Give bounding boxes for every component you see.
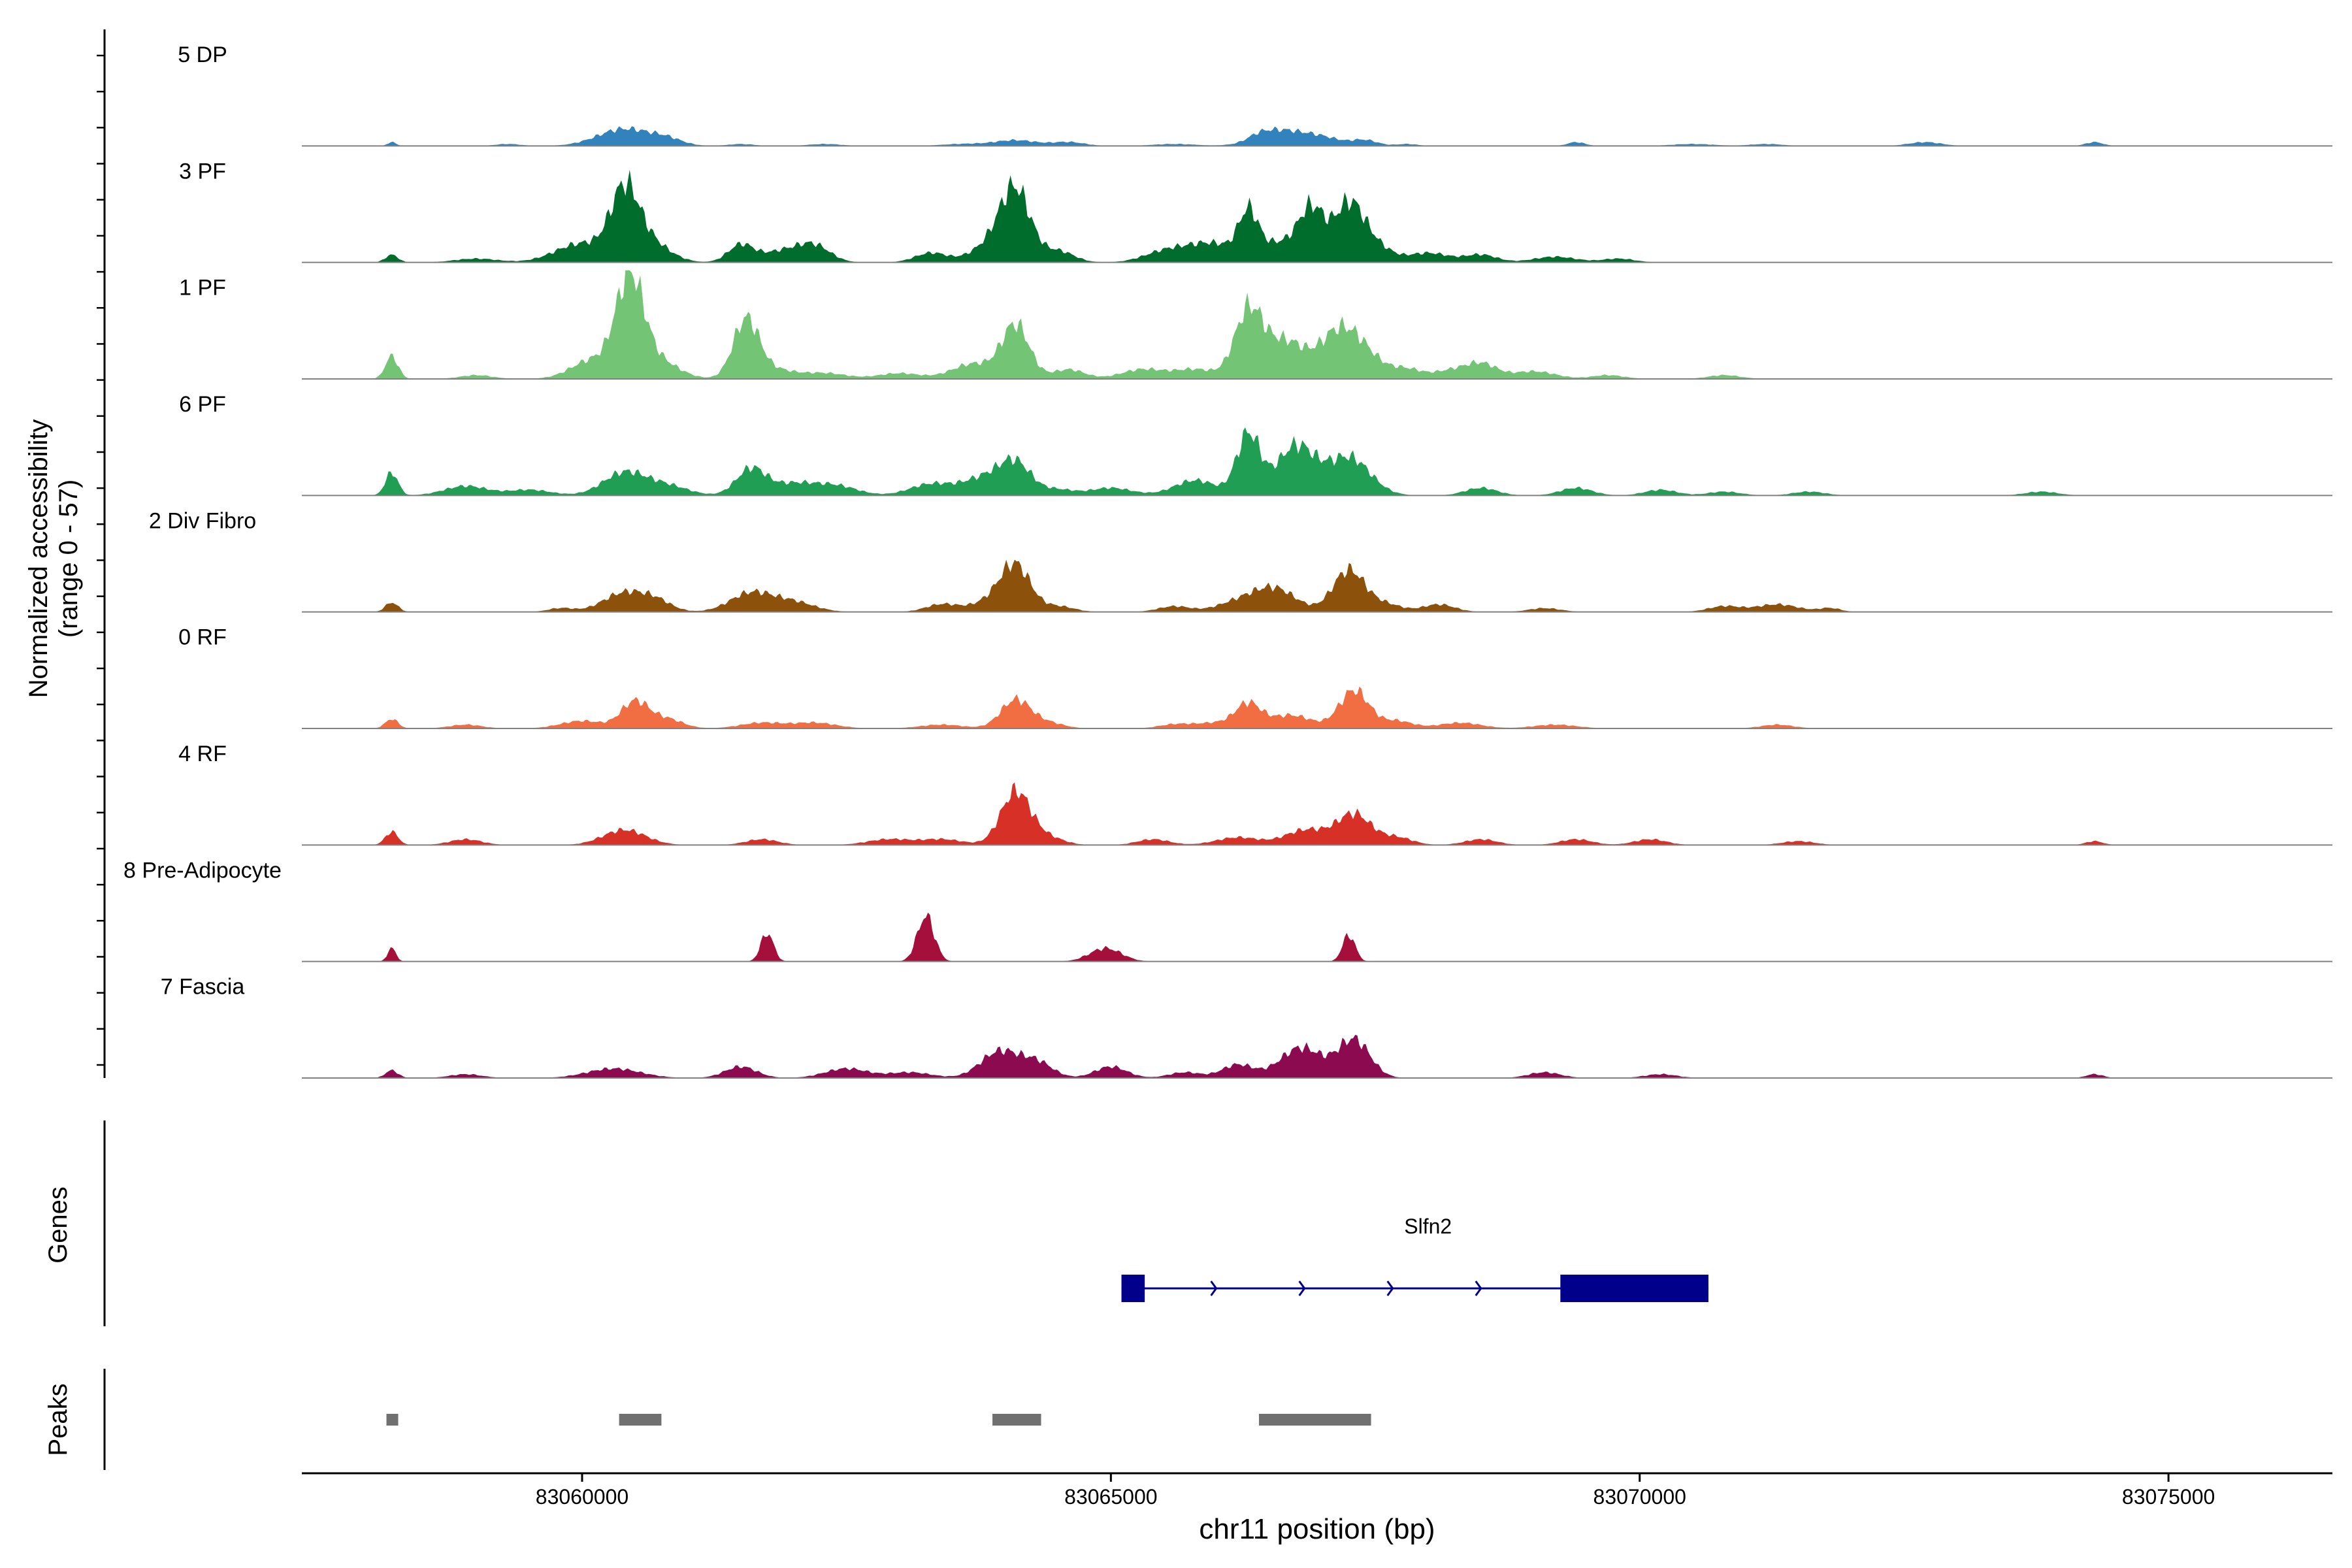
coverage-track: 8 Pre-Adipocyte bbox=[123, 858, 2332, 962]
coverage-track: 3 PF bbox=[179, 159, 2332, 263]
coverage-track: 0 RF bbox=[178, 625, 2332, 729]
coverage-track: 6 PF bbox=[179, 392, 2332, 497]
genes-track-label: Genes bbox=[44, 1186, 73, 1264]
track-label: 6 PF bbox=[179, 392, 226, 417]
coverage-area bbox=[302, 126, 2332, 146]
track-label: 0 RF bbox=[178, 625, 227, 650]
peak-region bbox=[386, 1414, 399, 1426]
coverage-track: 1 PF bbox=[179, 270, 2332, 380]
x-tick-label: 83075000 bbox=[2122, 1485, 2215, 1509]
peak-region bbox=[619, 1414, 662, 1426]
coverage-area bbox=[302, 686, 2332, 728]
coverage-tracks: 5 DP 3 PF 1 PF 6 PF 2 Div Fibro 0 RF 4 RF 8 Pre… bbox=[123, 42, 2332, 1079]
gene-models: Slfn2 bbox=[1121, 1215, 1708, 1302]
coverage-track: 5 DP bbox=[178, 42, 2332, 147]
x-axis-label: chr11 position (bp) bbox=[1199, 1513, 1435, 1545]
track-label: 3 PF bbox=[179, 159, 226, 184]
y-axis-label-line-1: Normalized accessibility bbox=[24, 419, 53, 698]
gene-model: Slfn2 bbox=[1121, 1215, 1708, 1302]
track-label: 5 DP bbox=[178, 42, 227, 67]
track-label: 7 Fascia bbox=[161, 975, 245, 1000]
coverage-area bbox=[302, 270, 2332, 379]
coverage-track: 2 Div Fibro bbox=[149, 508, 2332, 613]
coverage-area bbox=[302, 559, 2332, 612]
coverage-track: 7 Fascia bbox=[161, 975, 2332, 1079]
coverage-area bbox=[302, 782, 2332, 845]
track-label: 2 Div Fibro bbox=[149, 508, 256, 533]
peak-region bbox=[992, 1414, 1041, 1426]
y-axis-label-line-2: (range 0 - 57) bbox=[54, 480, 83, 638]
x-tick-label: 83060000 bbox=[536, 1485, 629, 1509]
track-label: 4 RF bbox=[178, 742, 227, 766]
track-label: 8 Pre-Adipocyte bbox=[123, 858, 282, 883]
gene-exon bbox=[1121, 1275, 1145, 1302]
strand-arrow bbox=[1386, 1281, 1394, 1296]
peaks-track-label: Peaks bbox=[44, 1383, 73, 1456]
peak-regions bbox=[386, 1414, 1371, 1426]
coverage-area bbox=[302, 427, 2332, 496]
gene-exon bbox=[1560, 1275, 1708, 1302]
coverage-y-axis bbox=[97, 29, 106, 1078]
strand-arrow bbox=[1298, 1281, 1306, 1296]
gene-name: Slfn2 bbox=[1404, 1215, 1452, 1238]
coverage-area bbox=[302, 912, 2332, 962]
track-label: 1 PF bbox=[179, 276, 226, 301]
x-tick-label: 83065000 bbox=[1064, 1485, 1157, 1509]
coverage-area bbox=[302, 1035, 2332, 1078]
strand-arrow bbox=[1475, 1281, 1482, 1296]
coverage-area bbox=[302, 169, 2332, 263]
coverage-track: 4 RF bbox=[178, 742, 2332, 846]
x-axis: 83060000 83065000 83070000 83075000 bbox=[302, 1472, 2332, 1509]
x-tick-label: 83070000 bbox=[1593, 1485, 1686, 1509]
strand-arrow bbox=[1210, 1281, 1218, 1296]
peak-region bbox=[1258, 1414, 1371, 1426]
